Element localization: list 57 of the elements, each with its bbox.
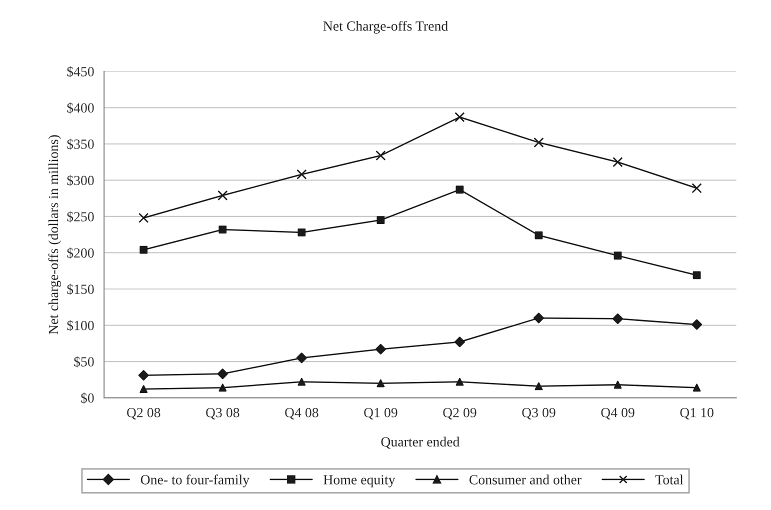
point: [140, 246, 148, 254]
y-tick-label: $150: [67, 284, 94, 295]
point: [456, 378, 464, 386]
x-tick-label: Q4 09: [601, 408, 634, 420]
y-tick-label: $350: [67, 138, 94, 150]
point: [296, 169, 307, 180]
x-tick-label: Q2 08: [127, 408, 160, 420]
point: [534, 231, 543, 240]
y-tick-label: $450: [67, 66, 94, 78]
legend-label: One- to four-family: [140, 474, 250, 488]
point: [614, 380, 622, 389]
x-tick-label: Q1 09: [364, 408, 398, 420]
legend-label: Consumer and other: [469, 474, 582, 484]
chart-title: Net Charge-offs Trend: [323, 20, 448, 34]
point: [691, 319, 702, 330]
point: [138, 370, 149, 381]
point: [376, 379, 385, 388]
y-tick-label: $400: [67, 102, 94, 114]
x-tick-label: Q1 10: [680, 408, 714, 420]
y-axis-title: Net charge-offs (dollars in millions): [48, 135, 62, 334]
x-axis-title: Quarter ended: [381, 436, 460, 449]
point: [140, 385, 148, 394]
x-tick-label: Q3 08: [206, 408, 240, 420]
y-tick-label: $100: [67, 320, 94, 332]
y-tick-label: $250: [67, 211, 94, 222]
point: [218, 384, 227, 392]
point: [218, 226, 227, 234]
point: [456, 186, 464, 194]
point: [376, 150, 386, 161]
point: [692, 183, 702, 194]
y-tick-label: $200: [67, 247, 94, 259]
x-tick-label: Q2 09: [443, 408, 476, 420]
point: [454, 336, 466, 348]
point: [534, 137, 544, 148]
point: [138, 212, 149, 224]
x-tick-label: Q4 08: [285, 408, 318, 420]
point: [692, 271, 701, 280]
point: [692, 384, 701, 392]
y-tick-label: $50: [74, 356, 94, 368]
legend-label: Total: [655, 474, 684, 484]
point: [217, 368, 228, 380]
x-tick-label: Q3 09: [522, 408, 556, 420]
point: [296, 352, 307, 364]
legend-label: Home equity: [324, 475, 396, 488]
point: [375, 344, 386, 355]
y-tick-label: $300: [67, 174, 94, 186]
point: [534, 382, 543, 390]
point: [614, 252, 622, 260]
point: [612, 313, 624, 324]
point: [454, 112, 465, 122]
point: [533, 312, 544, 324]
point: [612, 156, 623, 168]
point: [298, 228, 306, 236]
point: [218, 190, 228, 201]
point: [376, 216, 385, 224]
point: [298, 378, 306, 386]
y-tick-label: $0: [81, 392, 94, 404]
